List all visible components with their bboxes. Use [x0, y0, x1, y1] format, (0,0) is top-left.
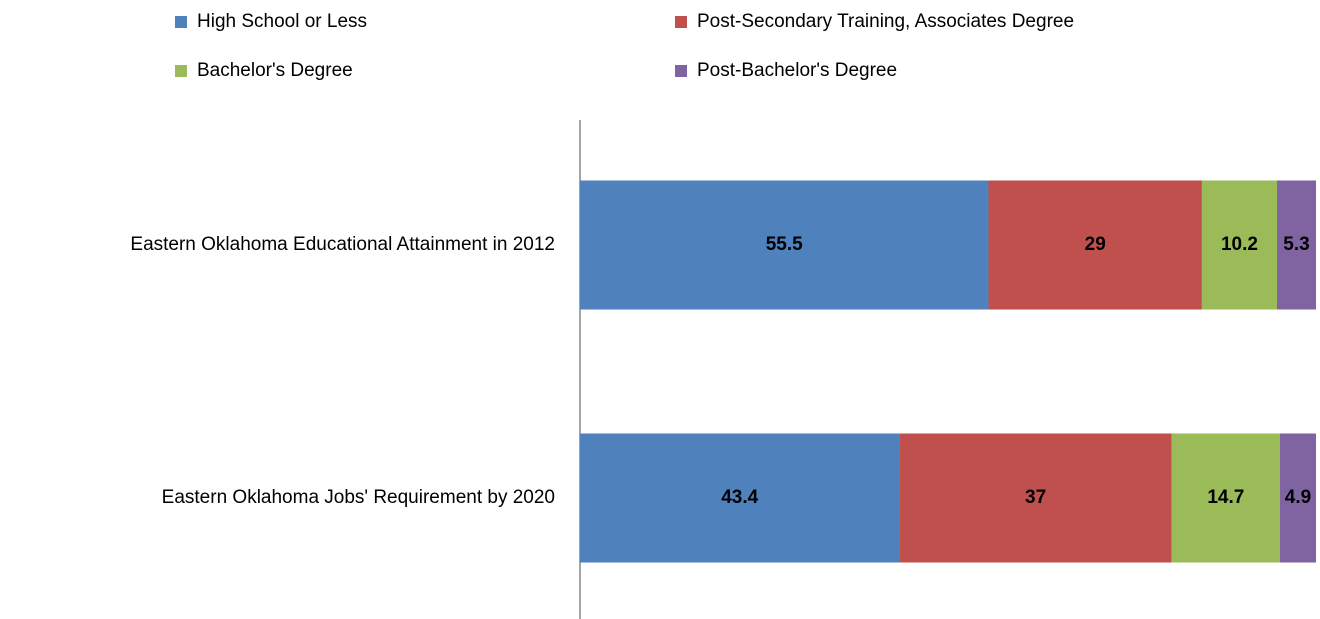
bar-segment	[580, 433, 900, 563]
legend-label: High School or Less	[197, 11, 367, 32]
bar-segment	[899, 433, 1172, 563]
bar-segment	[988, 180, 1202, 310]
y-tick-label: Eastern Oklahoma Jobs' Requirement by 20…	[162, 487, 555, 508]
legend-swatch	[675, 16, 687, 28]
bar-segment	[1171, 433, 1280, 563]
data-label: 10.2	[1221, 234, 1258, 255]
legend-label: Post-Bachelor's Degree	[697, 60, 897, 81]
data-label: 43.4	[721, 487, 758, 508]
y-tick-label: Eastern Oklahoma Educational Attainment …	[130, 234, 555, 255]
bar-segment	[580, 180, 989, 310]
data-label: 29	[1085, 234, 1106, 255]
bar-segment	[1276, 180, 1316, 310]
legend-swatch	[675, 65, 687, 77]
bar-segment	[1201, 180, 1277, 310]
legend-swatch	[175, 16, 187, 28]
data-label: 14.7	[1207, 487, 1244, 508]
data-label: 4.9	[1285, 487, 1311, 508]
legend-swatch	[175, 65, 187, 77]
bar-segment	[1279, 433, 1316, 563]
data-label: 37	[1025, 487, 1046, 508]
data-label: 5.3	[1283, 234, 1309, 255]
legend-label: Bachelor's Degree	[197, 60, 353, 81]
legend-label: Post-Secondary Training, Associates Degr…	[697, 11, 1074, 32]
data-label: 55.5	[766, 234, 803, 255]
